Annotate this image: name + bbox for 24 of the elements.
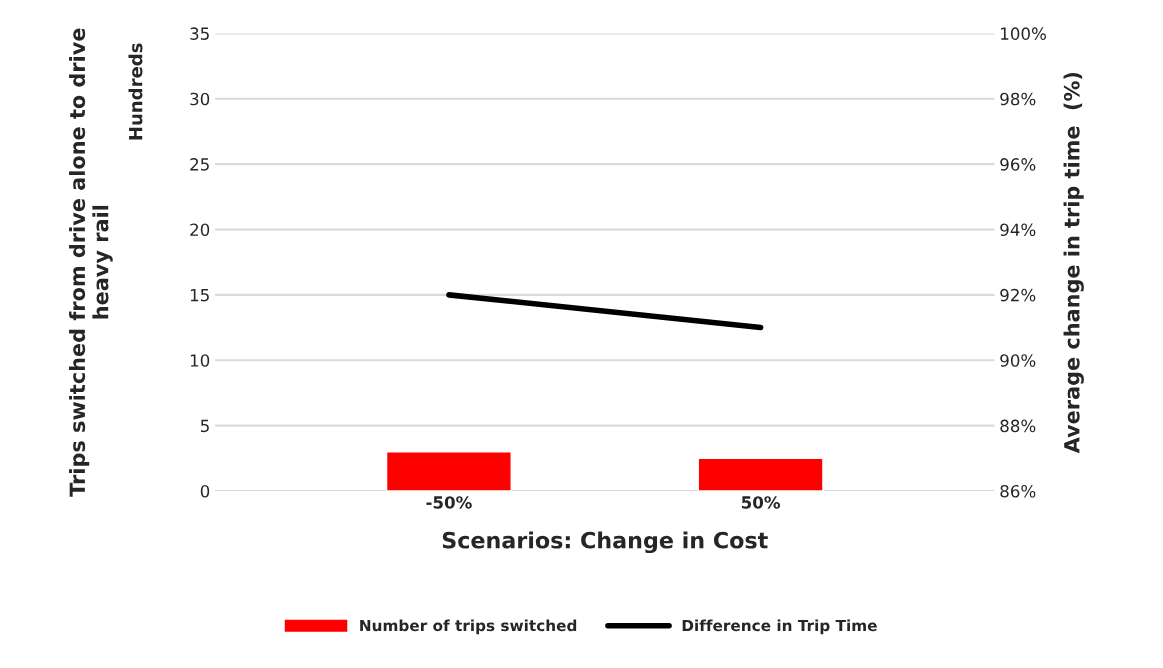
- legend-label: Number of trips switched: [360, 619, 577, 635]
- x-tick-label: 50%: [741, 496, 781, 509]
- y2-tick-label: 92%: [1000, 288, 1036, 302]
- y-tick-label: 0: [200, 484, 210, 498]
- y-tick-label: 25: [190, 158, 209, 171]
- y2-tick-label: 96%: [1000, 158, 1036, 171]
- y-axis-title: Trips switched from drive alone to drive heavy rail: [69, 28, 113, 497]
- y2-axis-title: Average change in trip time (%): [1063, 72, 1084, 454]
- y-tick-label: 35: [190, 27, 209, 40]
- y-tick-label: 20: [190, 223, 210, 237]
- y2-tick-label: 100%: [1001, 27, 1046, 40]
- y2-tick-label: 94%: [1000, 223, 1036, 237]
- y-tick-label: 5: [200, 419, 209, 433]
- legend-label: Difference in Trip Time: [682, 619, 877, 635]
- y-tick-label: 30: [190, 92, 210, 106]
- x-tick-label: -50%: [426, 496, 472, 509]
- y2-tick-label: 88%: [1000, 419, 1036, 433]
- y2-tick-label: 90%: [1000, 354, 1036, 367]
- y-tick-label: 15: [190, 289, 209, 302]
- x-axis-title: Scenarios: Change in Cost: [442, 531, 768, 554]
- y2-tick-label: 98%: [1000, 92, 1036, 106]
- y-tick-label: 10: [190, 354, 210, 367]
- y2-tick-label: 86%: [1000, 484, 1036, 498]
- text: Hundreds: [128, 43, 143, 140]
